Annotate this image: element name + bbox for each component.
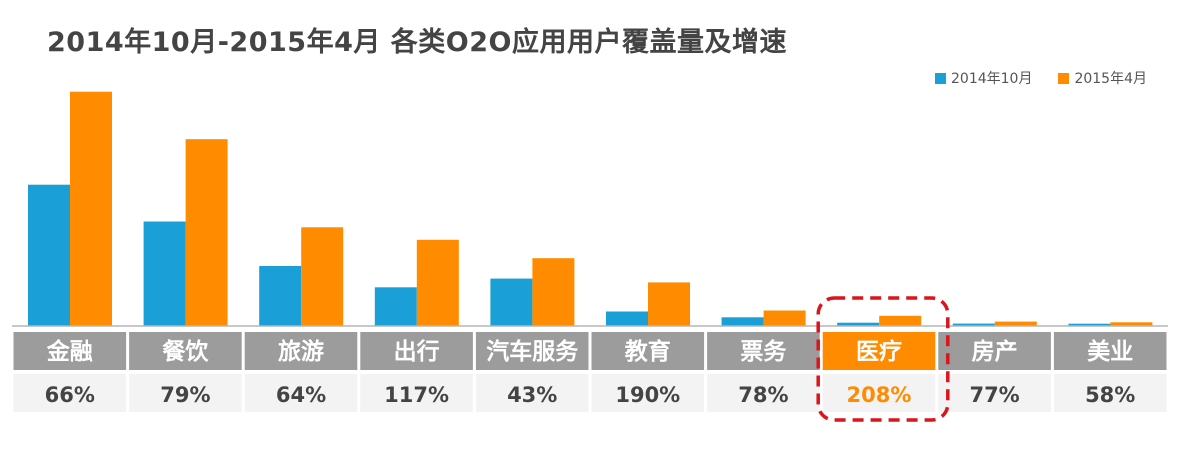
- legend-swatch-2014: [935, 72, 946, 84]
- bar-2014-3: [374, 287, 417, 326]
- category-label-2: 旅游: [278, 338, 324, 365]
- category-band-6: [707, 332, 820, 370]
- growth-cell-7: [822, 374, 936, 412]
- legend-item-2015: 2015年4月: [1058, 68, 1147, 88]
- bar-2015-8: [994, 321, 1037, 326]
- bar-2015-7: [879, 315, 922, 326]
- category-label-9: 美业: [1087, 338, 1133, 365]
- growth-cell-9: [1053, 374, 1167, 412]
- category-label-7: 医疗: [856, 338, 902, 365]
- bar-2014-2: [259, 266, 302, 326]
- chart-title: 2014年10月-2015年4月 各类O2O应用用户覆盖量及增速: [47, 27, 787, 58]
- bar-2015-1: [185, 139, 228, 326]
- bar-2014-0: [28, 184, 70, 326]
- category-label-0: 金融: [46, 338, 93, 365]
- bar-2014-5: [606, 311, 648, 326]
- growth-label-1: 79%: [160, 383, 210, 407]
- bar-2014-1: [143, 221, 186, 326]
- bar-2014-6: [721, 317, 764, 326]
- bar-2014-8: [952, 323, 995, 326]
- category-label-6: 票务: [740, 339, 787, 365]
- legend-label-2014: 2014年10月: [951, 71, 1033, 87]
- growth-label-9: 58%: [1085, 383, 1135, 407]
- growth-cell-3: [360, 374, 473, 412]
- category-label-4: 汽车服务: [486, 338, 579, 365]
- growth-cell-5: [591, 374, 705, 412]
- category-label-1: 餐饮: [162, 338, 209, 365]
- category-band-3: [360, 332, 473, 370]
- growth-cell-8: [938, 374, 1051, 412]
- growth-cell-6: [707, 374, 820, 412]
- bar-2015-6: [763, 310, 806, 326]
- growth-label-7: 208%: [847, 383, 912, 407]
- category-label-3: 出行: [394, 338, 440, 365]
- category-band-9: [1053, 332, 1167, 370]
- growth-cell-1: [129, 374, 242, 412]
- growth-label-5: 190%: [615, 383, 680, 407]
- growth-cell-0: [13, 374, 127, 412]
- bar-2015-0: [70, 91, 112, 326]
- bar-2015-5: [648, 282, 690, 326]
- category-band-5: [591, 332, 705, 370]
- category-label-8: 房产: [972, 338, 1018, 365]
- growth-cell-4: [475, 374, 589, 412]
- category-band-7: [822, 332, 936, 370]
- bar-2014-7: [837, 322, 880, 326]
- bar-2014-4: [490, 278, 533, 326]
- bar-2015-9: [1110, 322, 1153, 326]
- growth-cell-2: [244, 374, 358, 412]
- highlight-box: [816, 296, 950, 422]
- bar-2015-3: [416, 239, 459, 326]
- category-band-4: [475, 332, 589, 370]
- growth-label-3: 117%: [384, 383, 449, 407]
- bar-2015-4: [532, 258, 575, 326]
- chart-legend: 2014年10月 2015年4月: [935, 68, 1173, 88]
- bar-2014-9: [1068, 323, 1111, 326]
- growth-label-4: 43%: [507, 383, 557, 407]
- category-label-5: 教育: [625, 338, 671, 365]
- growth-label-0: 66%: [45, 383, 95, 407]
- category-band-2: [244, 332, 358, 370]
- legend-label-2015: 2015年4月: [1074, 71, 1147, 87]
- category-band-1: [129, 332, 242, 370]
- category-band-0: [13, 332, 127, 370]
- growth-label-2: 64%: [276, 383, 326, 407]
- growth-label-6: 78%: [738, 383, 788, 407]
- legend-item-2014: 2014年10月: [935, 68, 1032, 88]
- legend-swatch-2015: [1058, 72, 1070, 84]
- growth-label-8: 77%: [969, 383, 1019, 407]
- category-band-8: [938, 332, 1051, 370]
- bar-2015-2: [301, 227, 344, 326]
